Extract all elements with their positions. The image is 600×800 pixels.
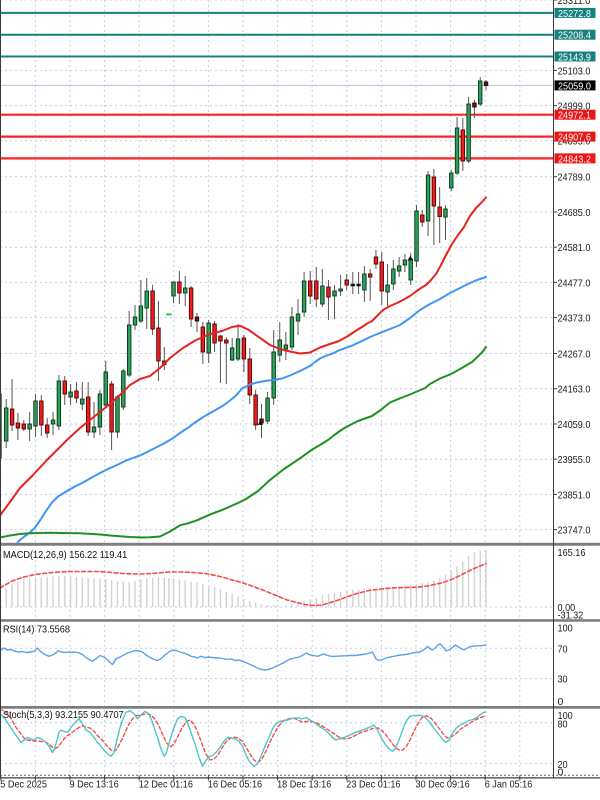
svg-text:24373.0: 24373.0 <box>558 313 591 325</box>
svg-text:23747.0: 23747.0 <box>558 525 591 537</box>
svg-text:24789.0: 24789.0 <box>558 172 591 184</box>
svg-text:12 Dec 01:16: 12 Dec 01:16 <box>139 779 193 791</box>
svg-text:30: 30 <box>558 674 568 686</box>
svg-text:25103.0: 25103.0 <box>558 65 591 77</box>
svg-text:23 Dec 01:16: 23 Dec 01:16 <box>346 779 400 791</box>
svg-text:100: 100 <box>558 710 573 722</box>
svg-text:25208.4: 25208.4 <box>558 30 591 42</box>
svg-text:9 Dec 13:16: 9 Dec 13:16 <box>70 779 119 791</box>
svg-text:165.16: 165.16 <box>558 547 586 559</box>
svg-text:24267.0: 24267.0 <box>558 348 591 360</box>
svg-text:100: 100 <box>558 623 573 635</box>
svg-text:24059.0: 24059.0 <box>558 419 591 431</box>
svg-text:25143.9: 25143.9 <box>558 51 591 63</box>
svg-text:24972.1: 24972.1 <box>558 110 591 122</box>
svg-text:5 Dec 2025: 5 Dec 2025 <box>0 779 47 791</box>
svg-text:20: 20 <box>558 759 568 771</box>
svg-text:24999.0: 24999.0 <box>558 101 591 113</box>
svg-text:24581.0: 24581.0 <box>558 242 591 254</box>
svg-text:25059.0: 25059.0 <box>558 80 591 92</box>
svg-text:24685.0: 24685.0 <box>558 207 591 219</box>
svg-text:16 Dec 05:16: 16 Dec 05:16 <box>208 779 262 791</box>
svg-text:RSI(14) 73.5568: RSI(14) 73.5568 <box>3 624 70 636</box>
svg-text:0: 0 <box>558 696 564 708</box>
svg-text:24477.0: 24477.0 <box>558 277 591 289</box>
svg-text:MACD(12,26,9) 156.22 119.41: MACD(12,26,9) 156.22 119.41 <box>3 549 127 561</box>
svg-text:6 Jan 05:16: 6 Jan 05:16 <box>485 779 533 791</box>
svg-text:24907.6: 24907.6 <box>558 132 591 144</box>
svg-text:-31.32: -31.32 <box>558 610 584 622</box>
svg-text:70: 70 <box>558 643 568 655</box>
svg-text:30 Dec 09:16: 30 Dec 09:16 <box>416 779 470 791</box>
svg-text:Stoch(5,3,3) 93.2155 90.4707: Stoch(5,3,3) 93.2155 90.4707 <box>3 709 124 721</box>
svg-text:0: 0 <box>558 766 564 778</box>
svg-text:23851.0: 23851.0 <box>558 489 591 501</box>
svg-text:18 Dec 13:16: 18 Dec 13:16 <box>277 779 331 791</box>
svg-text:0.00: 0.00 <box>558 602 576 614</box>
svg-text:25272.8: 25272.8 <box>558 8 591 20</box>
svg-text:23955.0: 23955.0 <box>558 454 591 466</box>
svg-text:80: 80 <box>558 719 568 731</box>
svg-text:24843.2: 24843.2 <box>558 153 591 165</box>
svg-text:24163.0: 24163.0 <box>558 384 591 396</box>
svg-text:25311.0: 25311.0 <box>558 0 591 7</box>
